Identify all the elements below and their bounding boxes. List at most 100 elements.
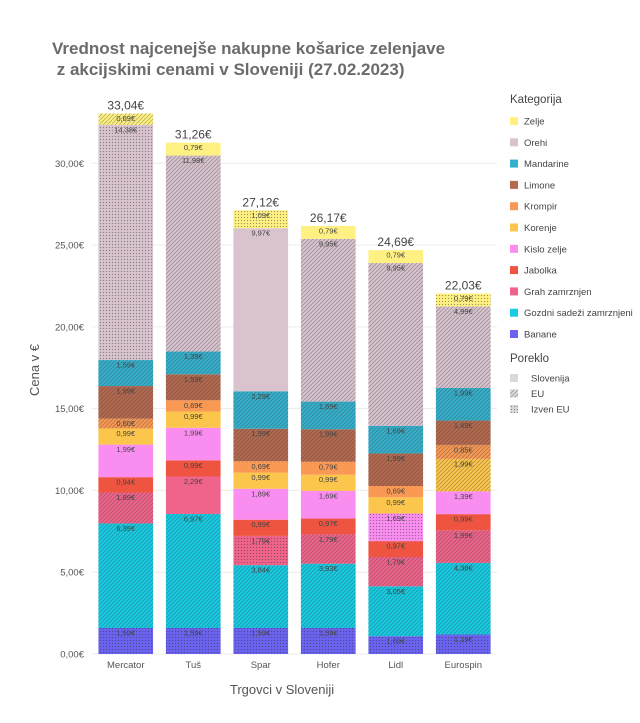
legend-item-label: Orehi: [524, 138, 547, 149]
bar-segment: [368, 497, 424, 514]
bar-segment: [300, 490, 356, 519]
origin-swatch-pattern: [510, 389, 518, 398]
bar-segment-label: 1,99€: [251, 429, 271, 438]
bar-segment-label: 3,93€: [319, 564, 339, 573]
bar-segment: [98, 477, 154, 493]
bar-segment: [233, 488, 289, 520]
bar-segment: [98, 444, 154, 478]
bar-segment-label: 1,19€: [454, 635, 474, 644]
legend-swatch: [510, 117, 518, 125]
chart-title-line-1: Vrednost najcenejše nakupne košarice zel…: [52, 39, 445, 58]
bar-segment-label: 0,79€: [454, 294, 474, 303]
bar-segment-pattern: [435, 634, 491, 654]
bar-segment-label: 11,98€: [182, 156, 205, 165]
bar-stack-mercator: 1,59€ 6,39€ 1,89€ 0,94€ 1,99€ 0,99€0,60€ 1,99€…: [98, 99, 154, 654]
bar-segment-label: 1,99€: [116, 445, 136, 454]
x-axis-ticks: Mercator Tuš Spar Hofer Lidl Eurospin: [107, 660, 482, 671]
bar-segment-pattern: [368, 513, 424, 542]
bar-segment-pattern: [435, 388, 491, 421]
bar-segment: [165, 476, 221, 514]
bar-segment-pattern: [233, 391, 289, 429]
bar-total-label: 22,03€: [445, 278, 482, 292]
bar-segment-label: 0,99€: [251, 520, 271, 529]
bar-segment-label: 1,09€: [251, 211, 271, 220]
bar-segment: [368, 250, 424, 264]
chart-title-line-2: z akcijskimi cenami v Sloveniji (27.02.2…: [52, 60, 404, 79]
bar-segment-label: 0,60€: [116, 419, 136, 428]
bar-segment-label: 0,97€: [319, 519, 339, 528]
legend-swatch: [510, 266, 518, 275]
origin-item-label: Izven EU: [531, 405, 570, 416]
legend-swatch: [510, 330, 518, 338]
bar-stack-tuš: 1,59€ 6,97€ 2,29€ 0,99€ 1,99€ 0,99€ 0,69€ 1,59€…: [165, 128, 221, 654]
bar-segment-label: 1,99€: [319, 430, 339, 439]
bar-segment-label: 1,69€: [319, 491, 339, 500]
legend-swatch: [510, 223, 518, 232]
legend-swatch: [510, 244, 518, 253]
bar-segment-label: 9,95€: [319, 239, 339, 248]
y-tick-label: 25,00€: [55, 241, 85, 252]
origin-swatch-pattern: [510, 405, 518, 413]
legend-item-label: Kislo zelje: [524, 244, 567, 255]
bar-segment-pattern: [98, 113, 154, 125]
bar-segment-label: 1,59€: [116, 628, 136, 637]
bar-segment: [368, 486, 424, 498]
bar-segment-pattern: [300, 627, 356, 654]
y-tick-label: 15,00€: [55, 404, 85, 415]
x-tick-label: Mercator: [107, 660, 144, 671]
y-tick-label: 20,00€: [55, 322, 85, 333]
bar-segment: [165, 411, 221, 428]
bar-segment: [233, 472, 289, 489]
legend-swatch: [510, 180, 518, 189]
x-tick-label: Spar: [251, 660, 271, 671]
bar-segment-pattern: [300, 238, 356, 402]
bar-segment-label: 1,99€: [116, 387, 136, 396]
legend-item-label: Banane: [524, 330, 557, 341]
x-tick-label: Eurospin: [445, 660, 483, 671]
bar-segment: [435, 514, 491, 531]
legend-item-label: Korenje: [524, 223, 557, 234]
bar-segment-label: 1,49€: [454, 421, 474, 430]
bar-segment: [233, 461, 289, 473]
legend-swatch: [510, 138, 518, 147]
bar-segment-label: 0,99€: [116, 429, 136, 438]
bar-stack-spar: 1,59€ 3,84€ 1,79€ 0,99€ 1,89€ 0,99€ 0,69€ 1,99€…: [233, 195, 289, 654]
bar-segment-pattern: [98, 492, 154, 524]
bar-segment-label: 1,89€: [251, 489, 271, 498]
y-tick-label: 0,00€: [60, 650, 84, 661]
bar-segment-pattern: [435, 420, 491, 445]
bar-segment-label: 0,79€: [319, 462, 339, 471]
bars: 1,59€6,39€1,89€0,94€1,99€0,99€0,60€1,99€…: [98, 99, 491, 654]
y-axis-ticks: 0,00€ 5,00€ 10,00€ 15,00€ 20,00€ 25,00€ 30,00€: [55, 159, 85, 661]
bar-segment-pattern: [98, 386, 154, 419]
origin-item-label: EU: [531, 389, 544, 400]
bar-segment-label: 1,69€: [386, 426, 406, 435]
bar-segment-pattern: [98, 627, 154, 654]
x-tick-label: Tuš: [186, 660, 202, 671]
bar-segment-pattern: [165, 374, 221, 401]
x-axis-title: Trgovci v Sloveniji: [230, 682, 334, 697]
y-axis-title: Cena v €: [27, 343, 42, 396]
bar-segment-pattern: [233, 210, 289, 229]
legend-swatch: [510, 308, 518, 317]
bar-segment-label: 2,29€: [251, 392, 271, 401]
bar-segment-label: 1,59€: [184, 628, 204, 637]
bar-segment-label: 0,97€: [386, 542, 406, 551]
bar-segment-pattern: [98, 360, 154, 387]
bar-segment: [233, 228, 289, 392]
origin-legend-title: Poreklo: [510, 353, 549, 365]
bar-segment-label: 1,09€: [386, 637, 406, 646]
bar-stack-lidl: 1,09€ 3,05€ 1,79€ 0,97€ 1,69€ 0,99€ 0,69€ 1,99€…: [368, 235, 424, 654]
bar-segment: [300, 461, 356, 475]
legend-item-label: Krompir: [524, 202, 557, 213]
bar-segment-pattern: [368, 636, 424, 654]
legend-swatch: [510, 287, 518, 296]
bar-segment-label: 0,99€: [184, 412, 204, 421]
bar-segment: [300, 518, 356, 535]
bar-segment: [165, 142, 221, 156]
bar-segment-label: 6,97€: [184, 514, 204, 523]
bar-segment-label: 0,69€: [116, 114, 136, 123]
bar-segment-pattern: [435, 562, 491, 635]
bar-segment-label: 1,89€: [116, 493, 136, 502]
bar-segment-label: 1,69€: [319, 402, 339, 411]
